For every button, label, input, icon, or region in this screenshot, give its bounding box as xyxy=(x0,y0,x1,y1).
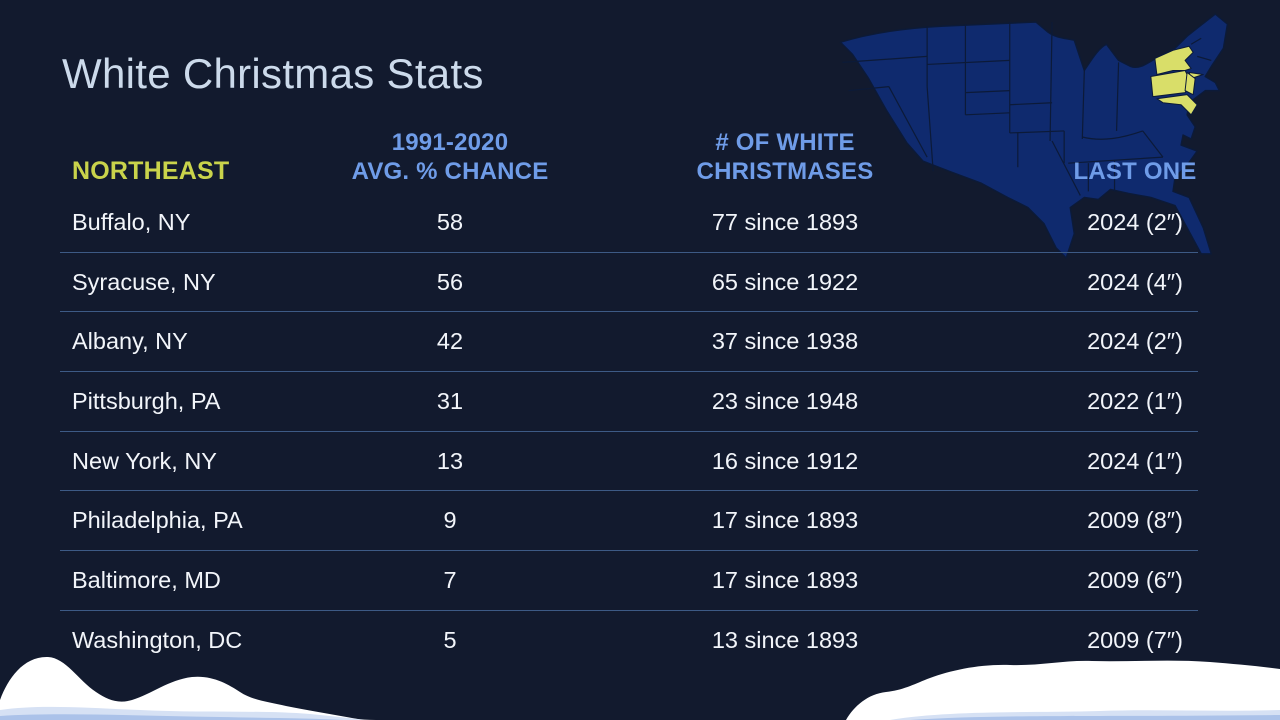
header-count-line1: # OF WHITE xyxy=(715,129,855,156)
cell-city: Baltimore, MD xyxy=(72,566,221,593)
header-row: NORTHEAST 1991-2020 AVG. % CHANCE # OF W… xyxy=(60,120,1198,193)
header-count: # OF WHITE CHRISTMASES xyxy=(560,128,1010,186)
cell-last-one: 2024 (1″) xyxy=(1087,447,1183,474)
state-maryland xyxy=(1156,94,1198,116)
cell-avg-chance: 5 xyxy=(443,626,457,653)
cell-city: Washington, DC xyxy=(72,626,243,653)
cell-last-one: 2022 (1″) xyxy=(1087,387,1183,414)
snow-drift-left xyxy=(0,656,376,720)
northeast-highlight xyxy=(1150,45,1204,116)
state-new-york xyxy=(1154,45,1194,76)
table-row: Syracuse, NY 56 65 since 1922 2024 (4″) xyxy=(60,253,1198,313)
cell-avg-chance: 13 xyxy=(436,447,464,474)
cell-city: Buffalo, NY xyxy=(72,208,191,235)
table-row: New York, NY 13 16 since 1912 2024 (1″) xyxy=(60,432,1198,492)
table-row: Buffalo, NY 58 77 since 1893 2024 (2″) xyxy=(60,193,1198,253)
header-avg-chance-line1: 1991-2020 xyxy=(391,129,509,156)
header-count-line2: CHRISTMASES xyxy=(696,158,874,185)
snow-drift-right xyxy=(846,660,1280,720)
cell-avg-chance: 56 xyxy=(436,268,464,295)
header-last-one: LAST ONE xyxy=(1073,158,1197,185)
cell-last-one: 2024 (4″) xyxy=(1087,268,1183,295)
header-avg-chance: 1991-2020 AVG. % CHANCE xyxy=(340,128,560,186)
us-map-silhouette xyxy=(839,13,1229,259)
cell-city: Philadelphia, PA xyxy=(72,507,243,534)
state-borders xyxy=(842,22,1212,196)
cell-last-one: 2009 (8″) xyxy=(1087,507,1183,534)
header-avg-chance-line2: AVG. % CHANCE xyxy=(351,158,549,185)
cell-last-one: 2009 (7″) xyxy=(1087,626,1183,653)
cell-city: New York, NY xyxy=(72,447,217,474)
cell-avg-chance: 9 xyxy=(443,507,457,534)
cell-city: Syracuse, NY xyxy=(72,268,216,295)
page-title: White Christmas Stats xyxy=(62,50,484,97)
cell-count: 65 since 1922 xyxy=(711,268,859,295)
cell-city: Pittsburgh, PA xyxy=(72,387,221,414)
table-row: Philadelphia, PA 9 17 since 1893 2009 (8… xyxy=(60,491,1198,552)
table-row: Baltimore, MD 7 17 since 1893 2009 (6″) xyxy=(60,551,1198,611)
table-row: Pittsburgh, PA 31 23 since 1948 2022 (1″… xyxy=(60,372,1198,432)
cell-count: 37 since 1938 xyxy=(711,328,859,355)
cell-count: 17 since 1893 xyxy=(711,507,859,534)
cell-last-one: 2024 (2″) xyxy=(1087,328,1183,355)
cell-avg-chance: 42 xyxy=(436,328,464,355)
cell-last-one: 2009 (6″) xyxy=(1087,566,1183,593)
stats-table: NORTHEAST 1991-2020 AVG. % CHANCE # OF W… xyxy=(60,120,1198,670)
table-row: Washington, DC 5 13 since 1893 2009 (7″) xyxy=(60,611,1198,670)
us-map-graphic xyxy=(839,13,1229,259)
cell-last-one: 2024 (2″) xyxy=(1087,208,1183,235)
cell-city: Albany, NY xyxy=(72,328,188,355)
snow-drifts-graphic xyxy=(0,656,1280,720)
table-row: Albany, NY 42 37 since 1938 2024 (2″) xyxy=(60,312,1198,373)
cell-count: 23 since 1948 xyxy=(711,387,859,414)
header-region: NORTHEAST xyxy=(72,157,230,185)
cell-avg-chance: 58 xyxy=(436,208,464,235)
cell-count: 77 since 1893 xyxy=(711,208,859,235)
cell-avg-chance: 7 xyxy=(443,566,457,593)
cell-count: 17 since 1893 xyxy=(711,566,859,593)
cell-avg-chance: 31 xyxy=(436,387,464,414)
cell-count: 13 since 1893 xyxy=(711,626,859,653)
cell-count: 16 since 1912 xyxy=(711,447,859,474)
state-new-jersey xyxy=(1184,71,1196,96)
